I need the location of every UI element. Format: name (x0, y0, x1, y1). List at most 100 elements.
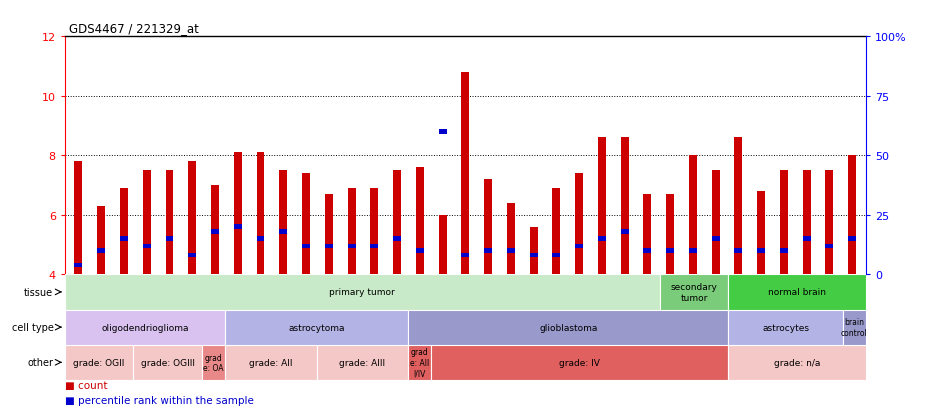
Bar (257, 153, 265, 275)
Bar (507, 204, 515, 275)
Bar (408, 345, 431, 380)
Text: brain
control: brain control (841, 318, 868, 337)
Bar (507, 249, 515, 253)
Bar (620, 230, 629, 234)
Bar (188, 254, 196, 258)
Bar (347, 189, 356, 275)
Bar (530, 254, 538, 258)
Text: grade: AII: grade: AII (249, 358, 293, 367)
Bar (370, 189, 379, 275)
Bar (689, 249, 697, 253)
Text: ■ percentile rank within the sample: ■ percentile rank within the sample (65, 395, 254, 405)
Bar (848, 237, 857, 241)
Bar (280, 230, 287, 234)
Text: grade: OGII: grade: OGII (73, 358, 125, 367)
Bar (484, 249, 492, 253)
Bar (729, 275, 866, 310)
Bar (133, 345, 202, 380)
Bar (644, 249, 651, 253)
Text: normal brain: normal brain (769, 288, 826, 297)
Bar (484, 180, 492, 275)
Bar (408, 310, 729, 345)
Bar (65, 310, 225, 345)
Bar (825, 244, 833, 248)
Bar (848, 156, 857, 275)
Bar (461, 73, 469, 275)
Bar (620, 138, 629, 275)
Bar (644, 195, 651, 275)
Bar (65, 345, 133, 380)
Bar (729, 310, 843, 345)
Bar (416, 168, 424, 275)
Bar (757, 192, 765, 275)
Bar (65, 275, 660, 310)
Text: grade: n/a: grade: n/a (774, 358, 820, 367)
Text: GDS4467 / 221329_at: GDS4467 / 221329_at (69, 22, 199, 35)
Bar (202, 345, 225, 380)
Bar (598, 138, 606, 275)
Bar (431, 345, 729, 380)
Bar (712, 237, 720, 241)
Text: grad
e: AII
I/IV: grad e: AII I/IV (410, 348, 429, 377)
Text: oligodendrioglioma: oligodendrioglioma (101, 323, 189, 332)
Bar (325, 195, 332, 275)
Text: grade: OGIII: grade: OGIII (141, 358, 194, 367)
Text: astrocytes: astrocytes (762, 323, 809, 332)
Bar (461, 254, 469, 258)
Bar (803, 237, 810, 241)
Bar (166, 237, 173, 241)
Bar (74, 263, 82, 267)
Bar (734, 138, 743, 275)
Bar (575, 174, 583, 275)
Bar (302, 174, 310, 275)
Bar (825, 171, 833, 275)
Bar (712, 171, 720, 275)
Bar (347, 244, 356, 248)
Bar (302, 244, 310, 248)
Bar (211, 230, 219, 234)
Text: cell type: cell type (11, 322, 54, 332)
Text: grade: IV: grade: IV (559, 358, 600, 367)
Bar (317, 345, 408, 380)
Bar (552, 189, 560, 275)
Bar (233, 153, 242, 275)
Text: primary tumor: primary tumor (330, 288, 395, 297)
Bar (439, 215, 446, 275)
Bar (74, 162, 82, 275)
Text: astrocytoma: astrocytoma (288, 323, 344, 332)
Bar (552, 254, 560, 258)
Bar (120, 189, 128, 275)
Bar (120, 237, 128, 241)
Bar (439, 130, 446, 134)
Bar (97, 206, 106, 275)
Bar (257, 237, 265, 241)
Bar (393, 171, 401, 275)
Bar (233, 225, 242, 229)
Bar (211, 185, 219, 275)
Bar (660, 275, 729, 310)
Text: other: other (28, 357, 54, 368)
Bar (780, 249, 788, 253)
Text: ■ count: ■ count (65, 380, 107, 390)
Bar (803, 171, 810, 275)
Bar (689, 156, 697, 275)
Bar (143, 244, 151, 248)
Bar (666, 249, 674, 253)
Text: grade: AIII: grade: AIII (339, 358, 385, 367)
Text: glioblastoma: glioblastoma (539, 323, 597, 332)
Bar (575, 244, 583, 248)
Text: grad
e: OA: grad e: OA (204, 353, 224, 372)
Bar (780, 171, 788, 275)
Bar (416, 249, 424, 253)
Bar (166, 171, 173, 275)
Bar (843, 310, 866, 345)
Bar (325, 244, 332, 248)
Bar (729, 345, 866, 380)
Bar (393, 237, 401, 241)
Bar (598, 237, 606, 241)
Bar (143, 171, 151, 275)
Bar (370, 244, 379, 248)
Text: secondary
tumor: secondary tumor (670, 282, 718, 302)
Bar (188, 162, 196, 275)
Bar (666, 195, 674, 275)
